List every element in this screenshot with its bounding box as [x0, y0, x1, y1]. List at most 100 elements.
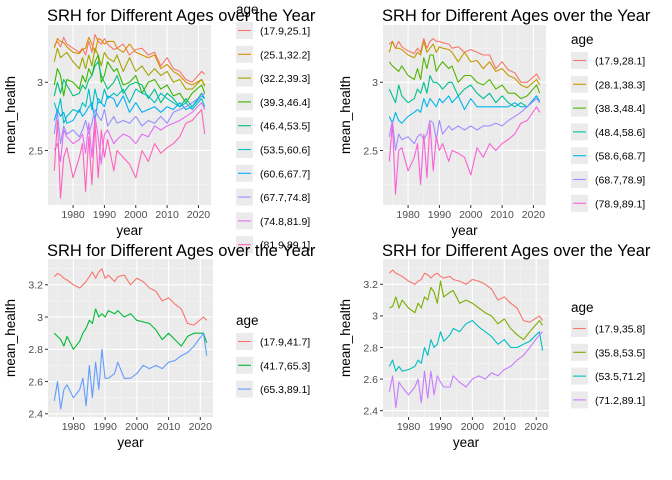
legend-title: age	[571, 32, 594, 47]
legend-label: (60.6,67.7]	[260, 168, 310, 180]
chart-title: SRH for Different Ages over the Year	[382, 242, 651, 260]
y-tick-label: 3	[372, 311, 378, 323]
legend: age (17.9,35.8] (35.8,53.5] (53.5,71.2] (71.…	[571, 300, 645, 409]
x-tick-label: 2000	[125, 421, 149, 433]
x-axis-label: year	[117, 435, 144, 450]
legend-title: age	[571, 300, 594, 315]
legend-title: age	[236, 2, 259, 17]
legend-label: (32.2,39.3]	[260, 73, 310, 85]
y-tick-label: 3.2	[28, 280, 43, 292]
x-tick-label: 1990	[428, 209, 452, 221]
legend-item: (74.8,81.9]	[236, 212, 310, 230]
series-line-4	[388, 331, 543, 409]
y-tick-label: 3.2	[363, 279, 378, 291]
legend-label: (78.9,89.1]	[595, 198, 645, 210]
legend-item: (65.3,89.1]	[236, 380, 310, 398]
legend-label: (46.4,53.5]	[260, 121, 310, 133]
legend: age(17.9,25.1] (25.1,32.2] (32.2,39.3] (39.…	[236, 2, 310, 254]
legend-label: (67.7,74.8]	[260, 192, 310, 204]
y-tick-label: 2.6	[363, 374, 378, 386]
series-line-1	[388, 38, 541, 83]
legend-label: (53.5,60.6]	[260, 145, 310, 157]
x-tick-label: 1990	[93, 209, 117, 221]
legend-item: (35.8,53.5]	[571, 343, 645, 361]
legend-label: (41.7,65.3]	[260, 360, 310, 372]
legend-label: (65.3,89.1]	[260, 384, 310, 396]
y-axis-label: mean_health	[3, 299, 18, 377]
legend-item: (28.1,38.3]	[571, 75, 645, 93]
x-tick-label: 2010	[157, 421, 181, 433]
series-line-6	[388, 98, 541, 152]
legend-label: (25.1,32.2]	[260, 49, 310, 61]
x-tick-label: 2010	[493, 421, 517, 433]
series-line-1	[53, 33, 206, 83]
x-tick-label: 2010	[155, 209, 179, 221]
series-line-1	[389, 269, 544, 323]
y-axis-label: mean_health	[338, 299, 353, 377]
chart-panel-3: 1980 1990 2000 2010 2020 2.4 2.6 2.8 3 3.2 SRH for…	[3, 242, 316, 450]
legend-label: (68.7,78.9]	[595, 175, 645, 187]
legend-label: (17.9,28.1]	[595, 56, 645, 68]
legend-label: (39.3,46.4]	[260, 97, 310, 109]
series-line-6	[53, 88, 206, 124]
legend-item: (17.9,41.7]	[236, 333, 310, 350]
y-tick-label: 3	[372, 77, 378, 89]
legend-label: (81.9,89.1]	[260, 240, 310, 252]
series-line-2	[389, 280, 544, 341]
legend-label: (35.8,53.5]	[595, 347, 645, 359]
legend-item: (58.6,68.7]	[571, 147, 645, 165]
x-tick-label: 2020	[189, 421, 213, 433]
y-tick-label: 2.5	[28, 145, 43, 157]
x-tick-label: 1980	[396, 209, 420, 221]
series-line-3	[388, 54, 541, 100]
x-tick-label: 2020	[522, 209, 546, 221]
legend-label: (74.8,81.9]	[260, 216, 310, 228]
legend-label: (28.1,38.3]	[595, 79, 645, 91]
legend-item: (39.3,46.4]	[236, 93, 310, 111]
y-axis-label: mean_health	[3, 76, 18, 154]
legend-item: (17.9,35.8]	[571, 320, 645, 337]
y-tick-label: 3	[37, 77, 43, 89]
legend-item: (48.4,58.6]	[571, 123, 645, 141]
x-tick-label: 1980	[61, 209, 85, 221]
legend-item: (32.2,39.3]	[236, 69, 310, 87]
x-tick-label: 1980	[62, 421, 86, 433]
x-tick-label: 1990	[93, 421, 117, 433]
x-tick-label: 1990	[429, 421, 453, 433]
chart-title: SRH for Different Ages over the Year	[47, 242, 316, 260]
legend-label: (17.9,25.1]	[260, 26, 310, 38]
y-axis-label: mean_health	[338, 76, 353, 154]
y-tick-label: 2.6	[28, 376, 43, 388]
series-line-9	[53, 102, 206, 165]
legend-item: (38.3,48.4]	[571, 99, 645, 117]
legend-label: (17.9,41.7]	[260, 337, 310, 349]
series-line-3	[388, 320, 544, 372]
series-line-7	[53, 95, 206, 124]
legend-label: (58.6,68.7]	[595, 151, 645, 163]
series-line-2	[53, 308, 208, 350]
y-tick-label: 3	[37, 312, 43, 324]
series-line-5	[388, 95, 541, 124]
y-tick-label: 2.8	[28, 344, 43, 356]
legend: age(17.9,28.1] (28.1,38.3] (38.3,48.4] (48.…	[571, 32, 645, 212]
series-line-4	[388, 74, 541, 108]
series-line-2	[388, 40, 541, 89]
x-axis-label: year	[453, 435, 480, 450]
series-line-10	[53, 108, 206, 199]
legend-item: (53.5,71.2]	[571, 367, 645, 385]
series-line-7	[388, 106, 541, 195]
legend-item: (17.9,28.1]	[571, 52, 645, 69]
series-line-4	[53, 54, 206, 104]
legend-item: (60.6,67.7]	[236, 164, 310, 182]
x-tick-label: 2000	[124, 209, 148, 221]
legend-item: (71.2,89.1]	[571, 391, 645, 409]
chart-title: SRH for Different Ages over the Year	[47, 7, 316, 25]
x-tick-label: 2010	[490, 209, 514, 221]
x-tick-label: 2000	[461, 421, 485, 433]
x-tick-label: 2020	[187, 209, 211, 221]
x-axis-label: year	[451, 223, 478, 238]
legend-item: (78.9,89.1]	[571, 194, 645, 212]
legend-item: (68.7,78.9]	[571, 171, 645, 188]
legend-label: (71.2,89.1]	[595, 395, 645, 407]
x-tick-label: 2000	[459, 209, 483, 221]
